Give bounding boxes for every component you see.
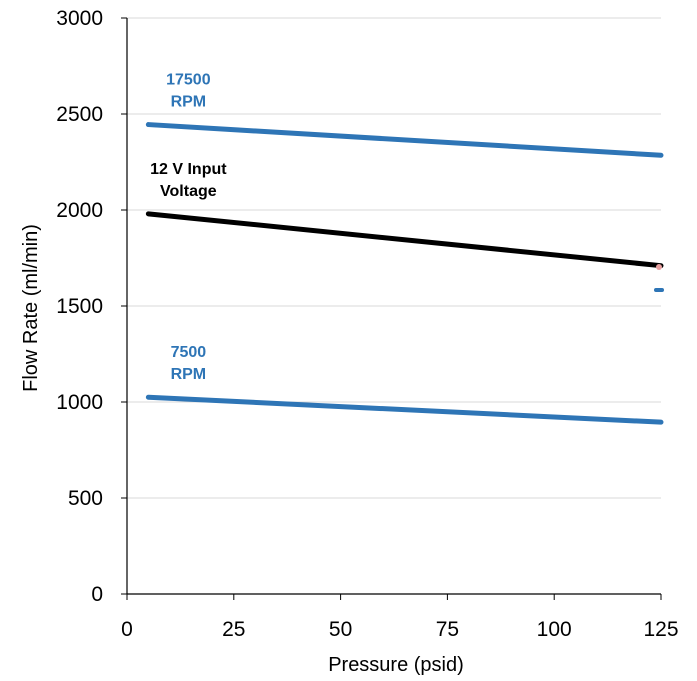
x-tick-label-100: 100 [537,618,572,641]
y-tick-label-1500: 1500 [56,295,103,318]
series-annotations: 17500 RPM 12 V Input Voltage 7500 RPM [150,72,227,384]
annotation-0-line-1: RPM [171,94,207,111]
y-tick-label-1000: 1000 [56,391,103,414]
annotation-1-line-1: Voltage [160,183,217,200]
series-line-0 [145,122,664,158]
end-markers [654,264,664,292]
x-axis-title: Pressure (psid) [328,654,464,676]
annotation-2-line-0: 7500 [171,344,207,361]
y-tick-label-500: 500 [68,487,103,510]
y-tick-label-2000: 2000 [56,199,103,222]
annotation-0-line-0: 17500 [166,72,211,89]
x-tick-label-75: 75 [436,618,459,641]
x-tick-label-125: 125 [643,618,678,641]
y-tick-label-2500: 2500 [56,103,103,126]
x-tick-label-50: 50 [329,618,352,641]
x-tick-label-0: 0 [121,618,133,641]
annotation-2-line-1: RPM [171,366,207,383]
annotation-1-line-0: 12 V Input [150,161,227,178]
series-line-2 [145,394,664,425]
series-lines [145,122,664,425]
y-axis-title: Flow Rate (ml/min) [20,224,42,392]
y-axis-ticks: 0 500 1000 1500 2000 2500 3000 [56,7,127,606]
x-tick-label-25: 25 [222,618,245,641]
y-tick-label-3000: 3000 [56,7,103,30]
marker-dot-red [656,264,662,270]
series-line-1 [145,211,664,269]
x-axis-ticks: 0 25 50 75 100 125 [121,594,679,641]
y-tick-label-0: 0 [91,583,103,606]
